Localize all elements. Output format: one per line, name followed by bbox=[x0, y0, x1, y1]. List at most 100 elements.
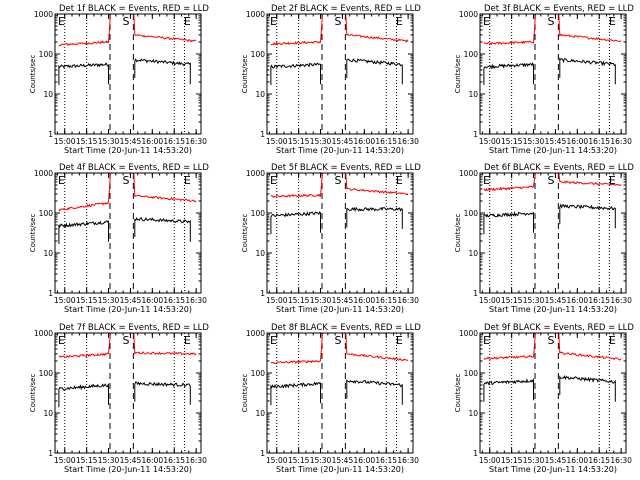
x-tick-label: 16:00 bbox=[567, 456, 589, 465]
x-tick-label: 16:00 bbox=[567, 296, 589, 305]
x-axis-label: Start Time (20-Jun-11 14:53:20) bbox=[64, 305, 192, 314]
panel-det-7: Det 7f BLACK = Events, RED = LLD 1 10 100 10… bbox=[29, 323, 209, 474]
x-tick-label: 15:30 bbox=[310, 456, 332, 465]
series-line-lld bbox=[270, 172, 323, 198]
series-line-lld bbox=[58, 172, 111, 212]
plot-frame bbox=[54, 332, 202, 454]
plot-frame bbox=[479, 13, 627, 135]
y-axis-label: Counts/sec bbox=[454, 214, 462, 253]
y-tick-label: 1 bbox=[48, 289, 53, 298]
y-tick-label: 1 bbox=[473, 449, 478, 458]
series-line-events bbox=[483, 61, 534, 85]
series-line-events bbox=[559, 203, 616, 229]
event-marker-label: E bbox=[609, 174, 616, 187]
panel-det-6: Det 6f BLACK = Events, RED = LLD 1 10 100 10… bbox=[454, 163, 634, 314]
series-line-events bbox=[483, 210, 534, 235]
x-tick-label: 16:00 bbox=[354, 456, 376, 465]
x-tick-label: 16:30 bbox=[397, 137, 419, 146]
event-marker-label: E bbox=[58, 15, 65, 28]
panel-det-5: Det 5f BLACK = Events, RED = LLD 1 10 100 10… bbox=[241, 163, 421, 314]
x-tick-label: 15:30 bbox=[523, 296, 545, 305]
y-tick-label: 1000 bbox=[34, 10, 53, 19]
plot-frame bbox=[266, 13, 414, 135]
series-line-lld bbox=[345, 172, 409, 196]
x-tick-label: 16:00 bbox=[354, 296, 376, 305]
plot-frame bbox=[54, 172, 202, 294]
x-tick-label: 15:45 bbox=[545, 137, 567, 146]
x-tick-label: 16:30 bbox=[397, 296, 419, 305]
y-tick-label: 1 bbox=[48, 449, 53, 458]
series-line-events bbox=[58, 62, 109, 85]
y-tick-label: 10 bbox=[255, 409, 265, 418]
y-tick-label: 10 bbox=[468, 90, 478, 99]
y-tick-label: 10 bbox=[468, 249, 478, 258]
x-axis-label: Start Time (20-Jun-11 14:53:20) bbox=[64, 465, 192, 474]
x-tick-label: 16:15 bbox=[163, 137, 185, 146]
panel-title: Det 3f BLACK = Events, RED = LLD bbox=[484, 4, 634, 14]
event-marker-label: E bbox=[184, 174, 191, 187]
x-tick-label: 16:00 bbox=[142, 296, 164, 305]
y-tick-label: 1000 bbox=[34, 169, 53, 178]
y-tick-label: 10 bbox=[43, 249, 53, 258]
series-line-lld bbox=[558, 13, 622, 42]
x-tick-label: 15:00 bbox=[266, 296, 288, 305]
x-tick-label: 15:00 bbox=[54, 296, 76, 305]
panel-det-3: Det 3f BLACK = Events, RED = LLD 1 10 100 10… bbox=[454, 4, 634, 155]
y-axis-label: Counts/sec bbox=[454, 374, 462, 413]
x-axis-label: Start Time (20-Jun-11 14:53:20) bbox=[276, 146, 404, 155]
x-tick-label: 16:15 bbox=[375, 296, 397, 305]
x-tick-label: 15:15 bbox=[288, 296, 310, 305]
x-tick-label: 15:15 bbox=[501, 137, 523, 146]
x-tick-label: 16:00 bbox=[567, 137, 589, 146]
series-line-lld bbox=[58, 13, 111, 47]
y-tick-label: 1000 bbox=[459, 169, 478, 178]
y-tick-label: 1000 bbox=[246, 169, 265, 178]
series-line-lld bbox=[483, 172, 536, 192]
y-axis-label: Counts/sec bbox=[454, 55, 462, 94]
series-line-lld bbox=[270, 332, 323, 364]
x-tick-label: 15:45 bbox=[545, 296, 567, 305]
y-tick-label: 10 bbox=[43, 409, 53, 418]
y-tick-label: 1 bbox=[473, 289, 478, 298]
x-tick-label: 15:00 bbox=[54, 456, 76, 465]
event-marker-label: E bbox=[396, 15, 403, 28]
y-axis-label: Counts/sec bbox=[241, 55, 249, 94]
x-tick-label: 16:30 bbox=[610, 456, 632, 465]
y-tick-label: 10 bbox=[468, 409, 478, 418]
y-tick-label: 100 bbox=[464, 369, 479, 378]
event-marker-label: S bbox=[335, 15, 342, 28]
event-marker-label: E bbox=[396, 334, 403, 347]
event-marker-label: E bbox=[270, 334, 277, 347]
x-tick-label: 15:30 bbox=[98, 296, 120, 305]
series-line-events bbox=[270, 210, 321, 235]
panel-title: Det 2f BLACK = Events, RED = LLD bbox=[271, 4, 421, 14]
x-tick-label: 15:15 bbox=[501, 456, 523, 465]
plot-frame bbox=[54, 13, 202, 135]
x-tick-label: 16:15 bbox=[588, 137, 610, 146]
y-tick-label: 1000 bbox=[459, 10, 478, 19]
y-tick-label: 100 bbox=[251, 50, 266, 59]
panel-det-1: Det 1f BLACK = Events, RED = LLD 1 10 100 10… bbox=[29, 4, 209, 155]
series-line-events bbox=[270, 62, 321, 85]
panel-title: Det 4f BLACK = Events, RED = LLD bbox=[59, 163, 209, 173]
x-tick-label: 16:30 bbox=[610, 296, 632, 305]
panel-det-9: Det 9f BLACK = Events, RED = LLD 1 10 100 10… bbox=[454, 323, 634, 474]
series-line-events bbox=[134, 216, 191, 242]
panel-title: Det 6f BLACK = Events, RED = LLD bbox=[484, 163, 634, 173]
series-line-lld bbox=[345, 332, 409, 362]
panel-title: Det 7f BLACK = Events, RED = LLD bbox=[59, 323, 209, 333]
y-tick-label: 1 bbox=[260, 449, 265, 458]
x-axis-label: Start Time (20-Jun-11 14:53:20) bbox=[489, 146, 617, 155]
x-tick-label: 15:30 bbox=[523, 456, 545, 465]
series-line-lld bbox=[133, 172, 197, 203]
event-marker-label: E bbox=[609, 15, 616, 28]
series-line-events bbox=[270, 381, 321, 406]
panel-det-4: Det 4f BLACK = Events, RED = LLD 1 10 100 10… bbox=[29, 163, 209, 314]
series-line-lld bbox=[133, 332, 197, 356]
x-tick-label: 15:30 bbox=[98, 456, 120, 465]
series-line-lld bbox=[483, 332, 536, 360]
panel-title: Det 1f BLACK = Events, RED = LLD bbox=[59, 4, 209, 14]
event-marker-label: S bbox=[548, 15, 555, 28]
x-tick-label: 15:45 bbox=[332, 456, 354, 465]
